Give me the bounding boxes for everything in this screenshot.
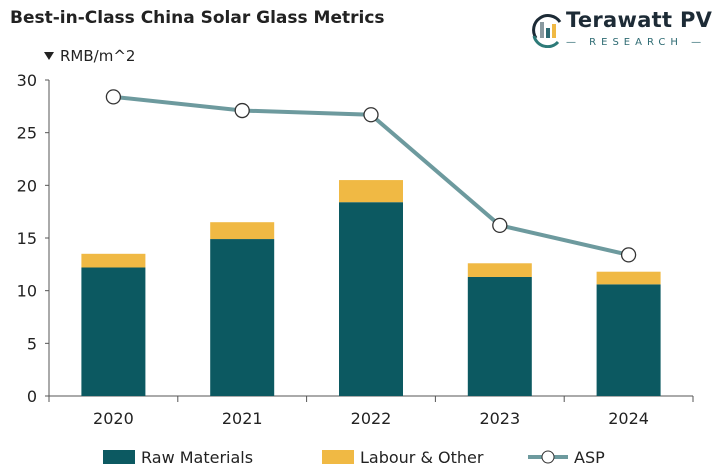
legend-swatch-raw-materials — [103, 450, 135, 464]
bar-raw-materials — [596, 284, 661, 396]
logo: Terawatt PV — RESEARCH — — [530, 8, 713, 52]
legend-label-asp: ASP — [574, 448, 605, 467]
bar-labour-other — [467, 263, 532, 277]
y-tick-label: 20 — [17, 176, 37, 195]
y-tick-label: 0 — [27, 387, 37, 406]
chart-title: Best-in-Class China Solar Glass Metrics — [10, 8, 385, 28]
y-axis-label: RMB/m^2 — [60, 47, 135, 65]
y-tick-label: 15 — [17, 229, 37, 248]
bar-raw-materials — [339, 202, 403, 396]
x-tick-label: 2020 — [93, 409, 134, 428]
logo-subtitle: — RESEARCH — — [566, 37, 707, 48]
legend-label-labour-other: Labour & Other — [360, 448, 484, 467]
bar-raw-materials — [81, 267, 146, 396]
bar-labour-other — [210, 222, 275, 240]
unit-arrow-icon — [44, 52, 54, 60]
x-tick-label: 2021 — [222, 409, 263, 428]
asp-point — [620, 247, 637, 263]
asp-point — [363, 107, 379, 123]
y-tick-label: 30 — [17, 71, 37, 90]
asp-point — [105, 89, 122, 105]
y-tick-label: 5 — [27, 334, 37, 353]
asp-point — [234, 102, 250, 119]
legend-swatch-asp-marker — [541, 450, 555, 464]
x-tick-label: 2022 — [351, 409, 392, 428]
bar-raw-materials — [467, 276, 532, 396]
bar-labour-other — [81, 253, 146, 268]
bar-labour-other — [596, 271, 661, 285]
x-tick-label: 2023 — [479, 409, 520, 428]
bar-raw-materials — [210, 239, 275, 396]
y-tick-label: 25 — [17, 124, 37, 143]
y-tick-label: 10 — [17, 282, 37, 301]
legend-label-raw-materials: Raw Materials — [141, 448, 253, 467]
logo-name: Terawatt PV — [566, 8, 713, 32]
asp-point — [492, 217, 508, 234]
legend-swatch-labour-other — [322, 450, 354, 464]
bar-labour-other — [339, 180, 403, 203]
logo-icon — [532, 14, 562, 48]
x-tick-label: 2024 — [608, 409, 649, 428]
